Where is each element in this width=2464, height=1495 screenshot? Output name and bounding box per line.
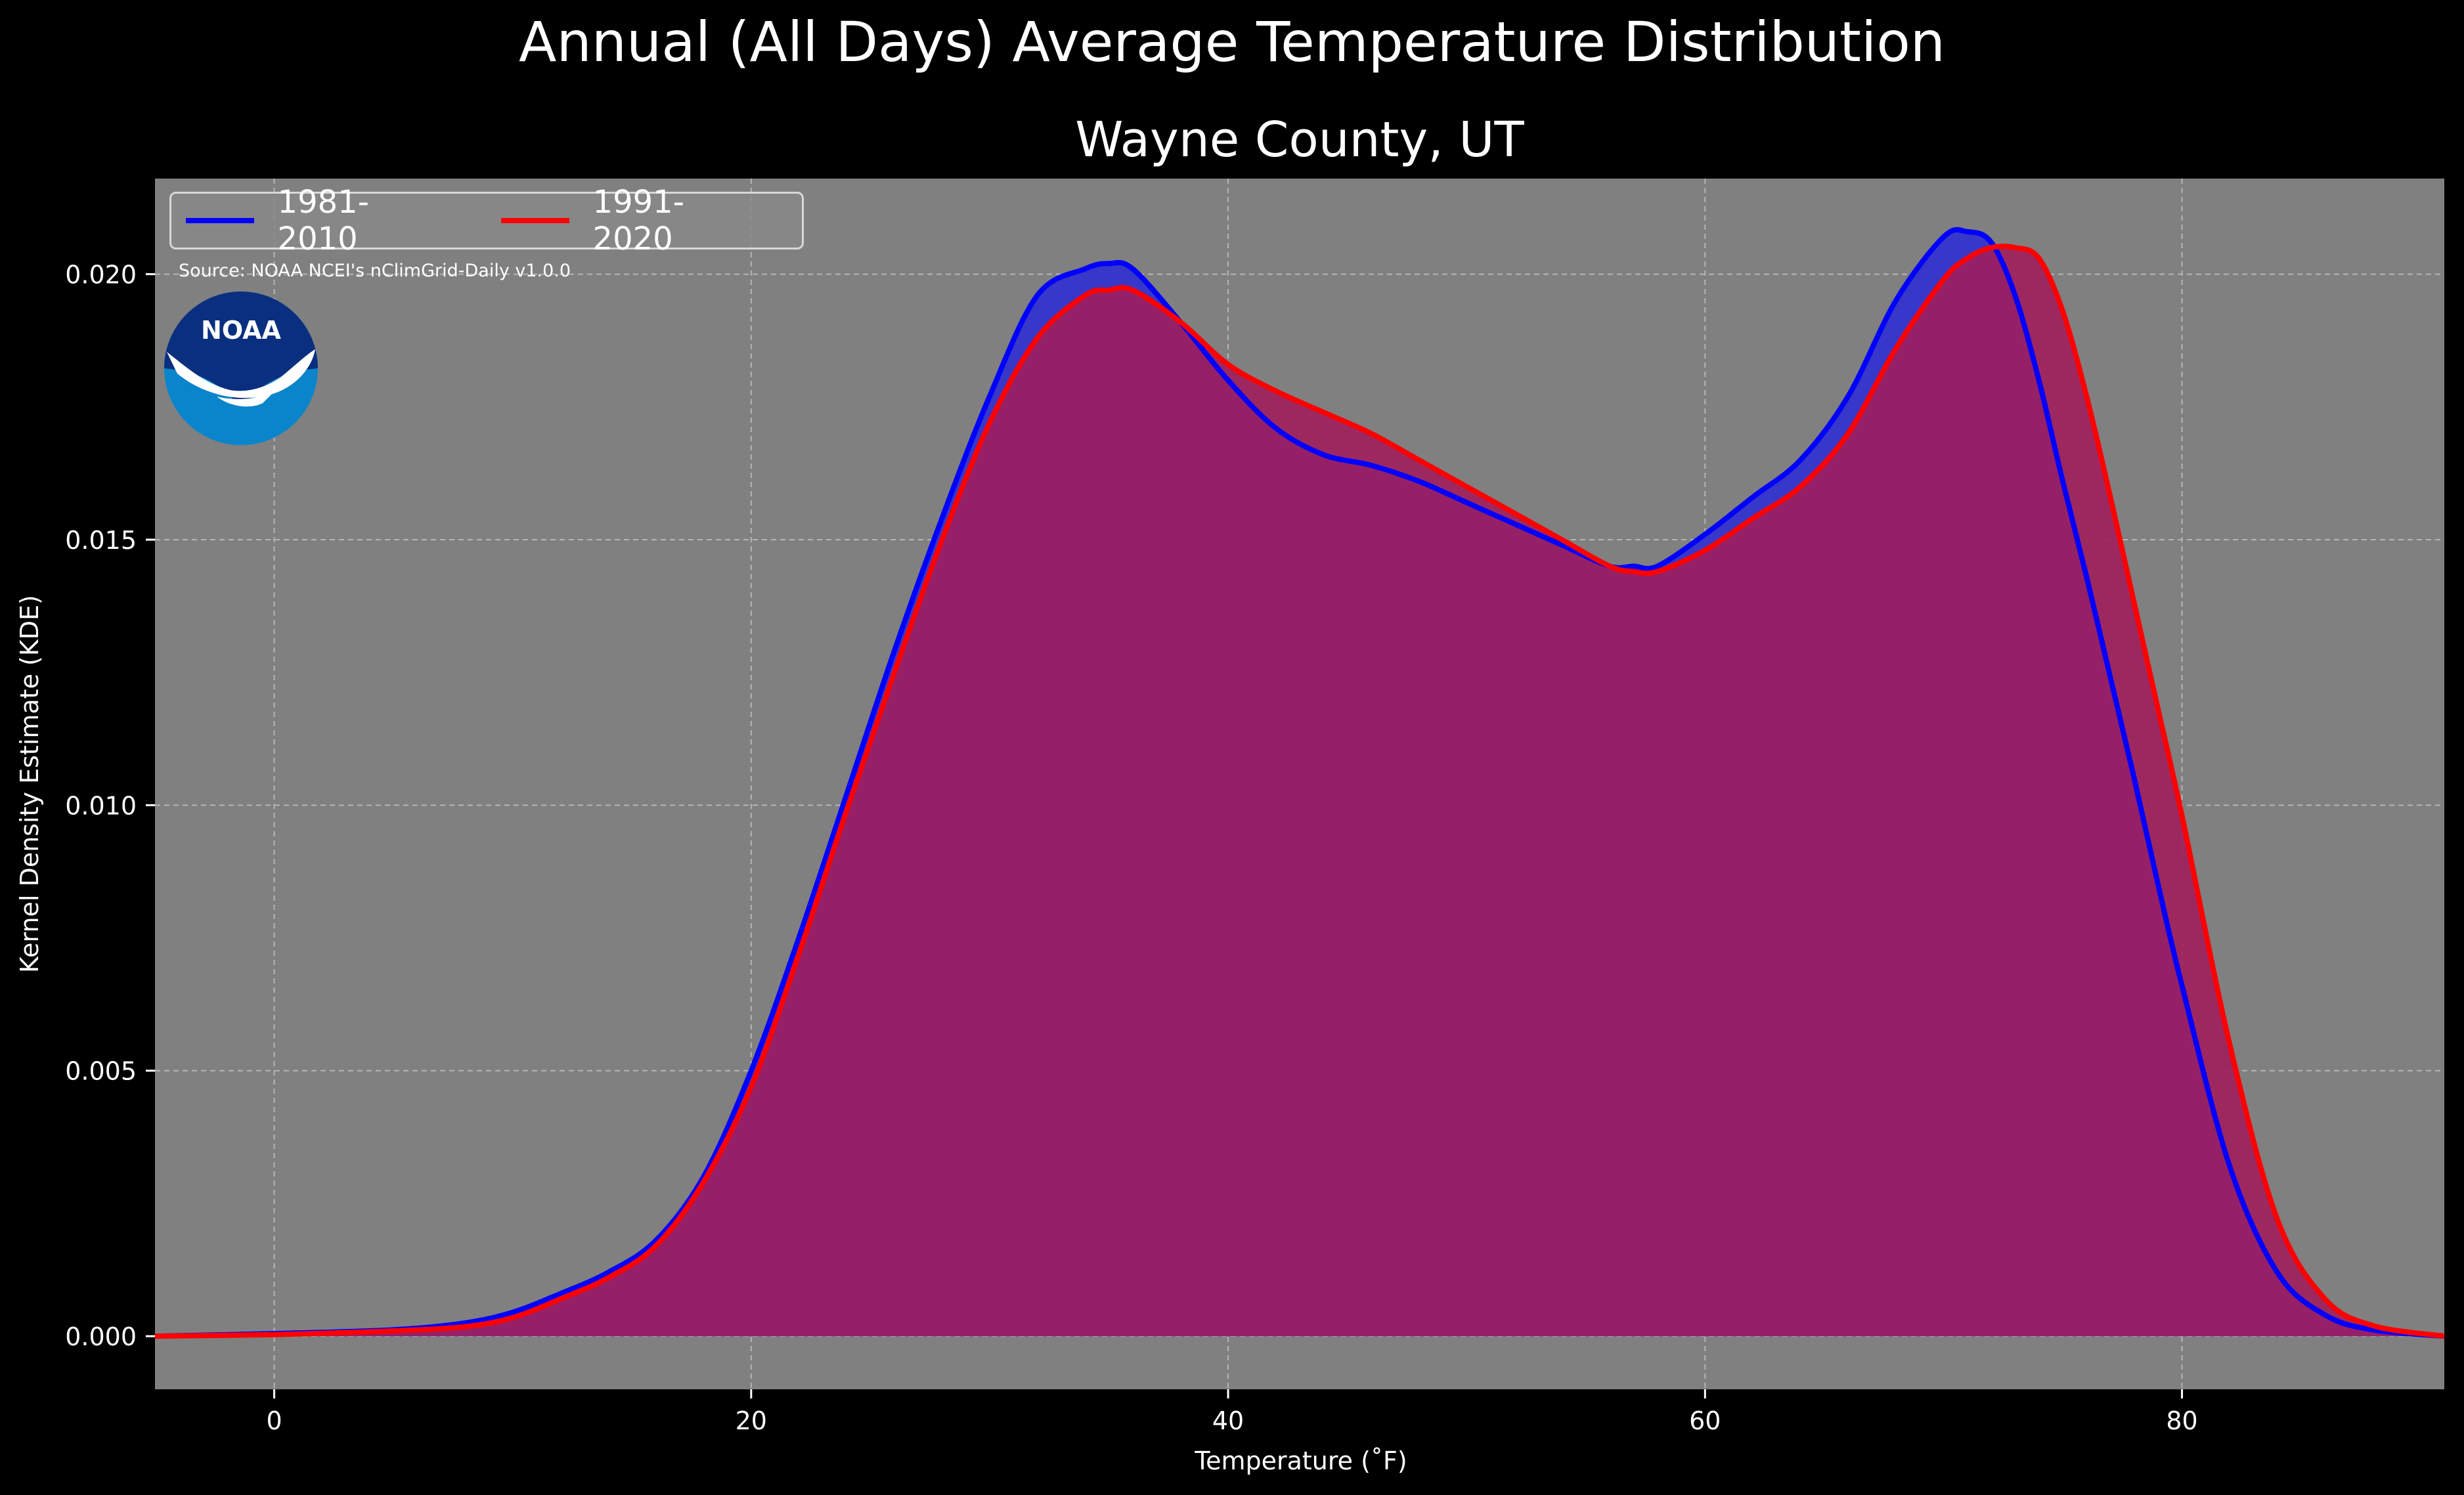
x-tick-label: 0 (266, 1406, 282, 1435)
noaa-logo-icon: NOAA (164, 292, 318, 445)
area-fill-1991-2020 (155, 246, 2444, 1337)
legend-label-1991-2020: 1991-2020 (592, 184, 685, 257)
y-tick-label: 0.020 (65, 261, 137, 290)
x-tick-label: 80 (2166, 1406, 2197, 1435)
y-tick-label: 0.010 (65, 791, 137, 820)
legend-label-1981-2010: 1981-2010 (277, 184, 370, 257)
chart-title: Wayne County, UT (1075, 112, 1524, 168)
area-fills (155, 229, 2444, 1337)
legend-item-1991-2020: 1991-2020 (501, 184, 764, 257)
x-tick-label: 40 (1212, 1406, 1244, 1435)
source-note: Source: NOAA NCEI's nClimGrid-Daily v1.0… (179, 261, 571, 281)
y-axis-label: Kernel Density Estimate (KDE) (15, 595, 44, 973)
x-axis-label: Temperature (˚F) (1194, 1446, 1407, 1475)
y-tick-label: 0.000 (65, 1322, 137, 1351)
legend-swatch-1981-2010 (186, 218, 254, 223)
figure-suptitle: Annual (All Days) Average Temperature Di… (519, 10, 1945, 74)
x-tick-label: 20 (736, 1406, 767, 1435)
axes: 0 20 40 60 80 0.000 0.005 0.010 0.015 0.020 (65, 261, 2198, 1435)
legend-swatch-1991-2020 (501, 218, 569, 223)
series-lines (154, 227, 2445, 1339)
noaa-logo-text: NOAA (201, 316, 281, 345)
series-line-1991-2020 (154, 244, 2445, 1339)
y-tick-label: 0.005 (65, 1057, 137, 1086)
chart-legend: 1981-2010 1991-2020 (169, 184, 804, 257)
y-tick-label: 0.015 (65, 526, 137, 555)
x-tick-label: 60 (1689, 1406, 1721, 1435)
legend-item-1981-2010: 1981-2010 (186, 184, 449, 257)
series-line-1981-2010 (154, 227, 2445, 1339)
